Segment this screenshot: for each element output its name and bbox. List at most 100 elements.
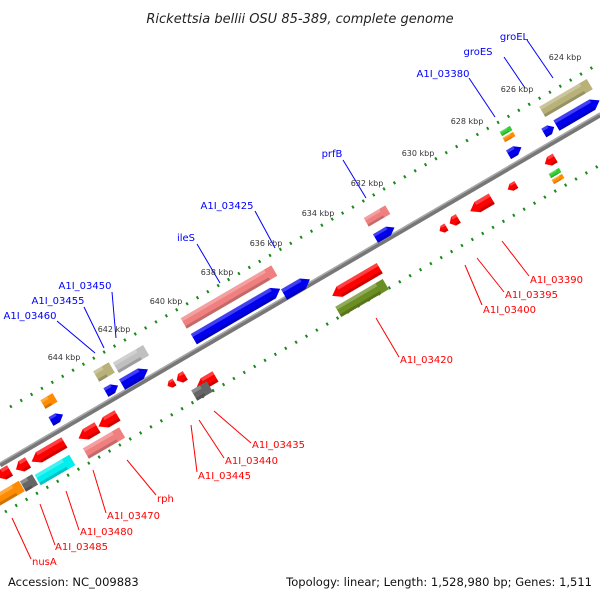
rph-cds-shade: [107, 418, 121, 428]
ileS-cds[interactable]: [190, 284, 283, 345]
trna-feature-2-shape: [548, 167, 562, 179]
red-cds-small-2-shade: [454, 220, 461, 226]
A1I_03455-cds-shade: [123, 376, 144, 390]
trna-feature-2[interactable]: [548, 167, 562, 179]
gene-label-forward[interactable]: A1I_03450: [59, 281, 112, 292]
A1I_03420-cds[interactable]: [329, 262, 383, 301]
rph-cds[interactable]: [95, 410, 121, 431]
A1I_03455-feature-shade: [97, 374, 108, 382]
red-cds-small-2[interactable]: [447, 214, 461, 228]
prfB-feature[interactable]: [363, 205, 391, 227]
A1I_03440-cds-shape: [176, 371, 188, 383]
A1I_03485-cds-shade: [22, 465, 32, 472]
A1I_03400-cds[interactable]: [467, 193, 495, 217]
A1I_03425-cds-highlight: [281, 278, 302, 293]
rph-cds-highlight: [102, 410, 117, 421]
tick-label: 634 kbp: [302, 209, 335, 218]
red-cds-small-shape: [439, 223, 449, 233]
rph-feature-shade: [87, 439, 118, 459]
gene-label-reverse[interactable]: A1I_03435: [252, 440, 305, 451]
label-layer: 624 kbp 626 kbp 628 kbp 630 kbp 632 kbp 634 k…: [4, 32, 583, 568]
leader-line: [92, 469, 107, 514]
A1I_03380-cds-highlight: [506, 146, 515, 154]
blue-cds[interactable]: [48, 410, 65, 426]
trna-feature[interactable]: [499, 125, 513, 137]
nusA-cds[interactable]: [0, 465, 14, 482]
A1I_03455-cds[interactable]: [119, 364, 151, 390]
gene-label-forward[interactable]: groES: [463, 47, 492, 58]
rrna-feature-3[interactable]: [551, 173, 565, 185]
A1I_03420-feature[interactable]: [335, 278, 389, 318]
A1I_03440-cds[interactable]: [174, 371, 188, 385]
nusA-feature[interactable]: [0, 480, 25, 508]
gene-label-reverse[interactable]: A1I_03445: [198, 471, 251, 482]
A1I_03480-feature[interactable]: [34, 454, 76, 486]
gene-label-forward[interactable]: prfB: [322, 149, 343, 160]
prfB-feature-highlight: [363, 208, 381, 221]
A1I_03485-cds[interactable]: [13, 457, 32, 474]
A1I_03480-feature-shape: [34, 454, 76, 486]
groEL-cds[interactable]: [553, 95, 600, 131]
A1I_03485-feature[interactable]: [19, 474, 39, 492]
A1I_03390-cds[interactable]: [542, 153, 558, 169]
A1I_03460-cds[interactable]: [103, 381, 120, 397]
red-cds-small-2-shape: [449, 214, 461, 226]
gene-label-reverse[interactable]: A1I_03480: [80, 527, 133, 538]
gene-label-forward[interactable]: A1I_03460: [4, 311, 57, 322]
blue-cds-shade: [52, 419, 61, 426]
A1I_03455-feature-shape: [93, 362, 115, 382]
leader-line: [198, 419, 225, 459]
leader-line: [476, 257, 505, 293]
A1I_03440-cds-shade: [181, 377, 188, 383]
A1I_03435-feature-shape: [191, 381, 213, 401]
A1I_03445-cds-shape: [167, 378, 177, 388]
A1I_03425-cds[interactable]: [281, 274, 313, 300]
A1I_03485-cds-shape: [15, 457, 32, 472]
gene-label-reverse[interactable]: A1I_03470: [107, 511, 160, 522]
A1I_03455-feature[interactable]: [93, 362, 115, 382]
map-title: Rickettsia bellii OSU 85-389, complete g…: [146, 12, 453, 27]
groEL-feature[interactable]: [539, 78, 593, 118]
gene-label-forward[interactable]: groEL: [500, 32, 529, 43]
gene-label-reverse[interactable]: A1I_03440: [225, 456, 278, 467]
groES-cds-shape: [541, 125, 555, 138]
prfB-cds-shape: [372, 226, 395, 243]
A1I_03395-cds[interactable]: [506, 181, 519, 193]
groES-cds[interactable]: [541, 123, 556, 138]
rrna-feature[interactable]: [502, 131, 516, 143]
leader-line: [196, 243, 221, 284]
gene-label-forward[interactable]: A1I_03380: [417, 69, 470, 80]
trna-feature-2-highlight: [548, 169, 557, 176]
nusA-cds-highlight: [0, 465, 9, 473]
nusA-feature-highlight: [0, 484, 14, 501]
rrna-feature-2[interactable]: [40, 393, 58, 409]
A1I_03480-cds[interactable]: [29, 437, 68, 467]
A1I_03380-cds-shade: [509, 152, 519, 160]
gene-label-reverse[interactable]: A1I_03390: [530, 275, 583, 286]
leader-line: [190, 424, 198, 473]
gene-label-forward[interactable]: ileS: [177, 233, 195, 244]
rrna-feature-2-shade: [44, 402, 53, 409]
A1I_03470-cds[interactable]: [75, 422, 101, 443]
gene-label-forward[interactable]: A1I_03455: [32, 296, 85, 307]
A1I_03450-feature[interactable]: [112, 344, 150, 374]
A1I_03445-cds[interactable]: [166, 378, 177, 390]
rrna-feature-3-shape: [551, 173, 565, 185]
leader-line: [464, 264, 483, 306]
prfB-cds[interactable]: [372, 223, 397, 243]
ileS-feature[interactable]: [180, 265, 278, 329]
gene-label-reverse[interactable]: rph: [157, 494, 174, 505]
A1I_03435-feature[interactable]: [191, 381, 213, 401]
A1I_03380-cds[interactable]: [506, 143, 524, 160]
gene-label-reverse[interactable]: A1I_03485: [55, 542, 108, 553]
gene-label-reverse[interactable]: A1I_03395: [505, 290, 558, 301]
gene-label-forward[interactable]: A1I_03425: [201, 201, 254, 212]
A1I_03420-feature-highlight: [335, 283, 378, 310]
gene-label-reverse[interactable]: nusA: [32, 557, 57, 568]
red-cds-small[interactable]: [438, 223, 449, 235]
gene-label-reverse[interactable]: A1I_03400: [483, 305, 536, 316]
rph-feature[interactable]: [82, 427, 126, 459]
rrna-feature-3-highlight: [551, 175, 560, 182]
gene-label-reverse[interactable]: A1I_03420: [400, 355, 453, 366]
